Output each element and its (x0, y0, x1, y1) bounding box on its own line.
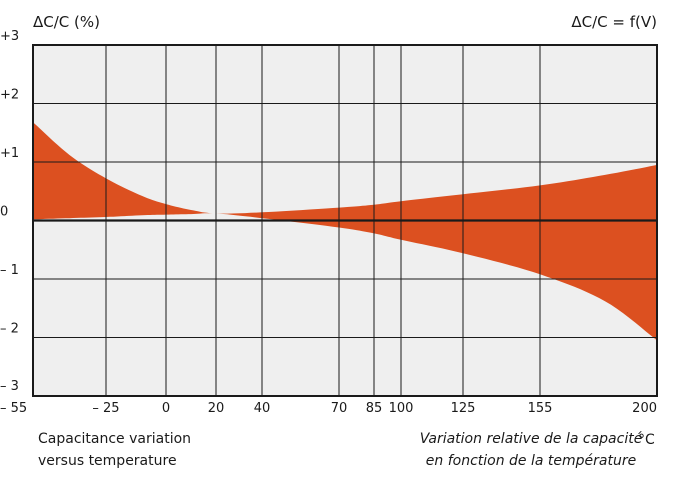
x-tick-label: 40 (254, 401, 271, 416)
x-axis-unit: °C (638, 432, 655, 448)
x-tick-label: 125 (451, 401, 476, 416)
caption-french: Variation relative de la capacité en fon… (405, 428, 657, 472)
caption-english-line2: versus temperature (38, 453, 177, 469)
caption-english-line1: Capacitance variation (38, 431, 192, 447)
y-axis-label: ΔC/C (%) (33, 13, 100, 31)
caption-french-line2: en fonction de la température (425, 453, 637, 469)
label-layer: – 55 – 25 0 20 40 70 85 100 125 155 200 +3 +2 +1 0 – 1 –… (0, 29, 657, 416)
y-tick-label: +1 (0, 146, 19, 161)
plot-frame (32, 44, 658, 397)
x-tick-label: 20 (208, 401, 225, 416)
y-tick-label: – 3 (0, 379, 19, 394)
x-tick-label: – 55 (0, 401, 27, 416)
x-tick-label: 155 (528, 401, 553, 416)
band-layer (33, 122, 657, 341)
x-tick-label: – 25 (92, 401, 119, 416)
y-tick-label: +2 (0, 88, 19, 103)
x-tick-label: 0 (162, 401, 170, 416)
y-tick-label: – 2 (0, 322, 19, 337)
chart-title: ΔC/C = f(V) (571, 13, 657, 31)
x-tick-label: 85 (366, 401, 383, 416)
y-tick-label: 0 (0, 205, 8, 220)
x-tick-label: 70 (331, 401, 348, 416)
y-tick-label: – 1 (0, 263, 19, 278)
x-tick-label: 100 (389, 401, 414, 416)
caption-french-line1: Variation relative de la capacité (419, 431, 643, 447)
tolerance-band (33, 122, 657, 341)
grid-layer (33, 45, 657, 396)
y-tick-label: +3 (0, 29, 19, 44)
x-tick-label: 200 (632, 401, 657, 416)
caption-english: Capacitance variation versus temperature (38, 428, 191, 472)
